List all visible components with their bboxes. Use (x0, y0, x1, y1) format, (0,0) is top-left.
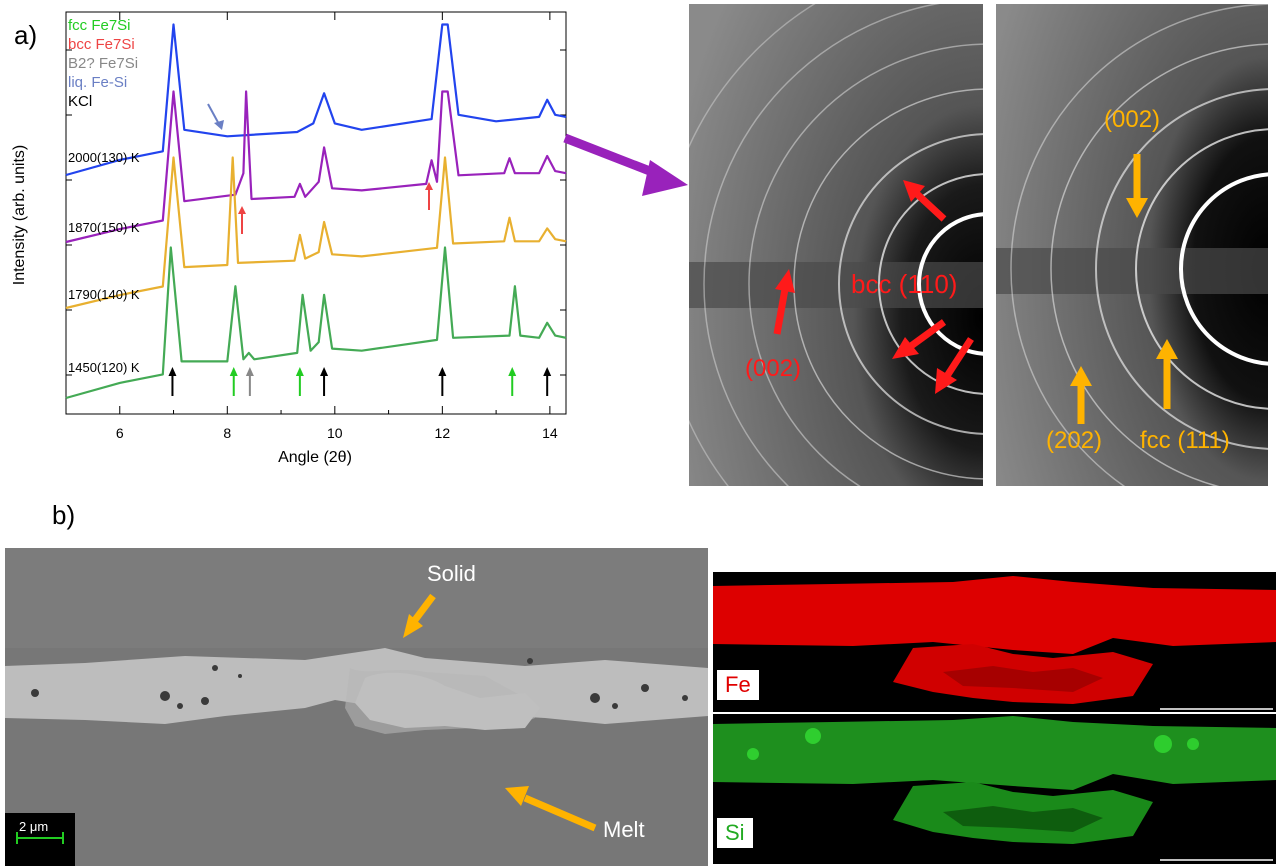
reflection-marker-head-2 (245, 367, 254, 376)
purple-pointer-arrow (563, 133, 662, 180)
reflection-marker-head-6 (508, 367, 517, 376)
x-tick-label-1: 8 (223, 425, 231, 441)
sem-solid-label: Solid (427, 561, 476, 586)
fcc-002-label: (002) (1104, 106, 1160, 133)
series-label-3: 1450(120) K (68, 360, 140, 375)
reflection-marker-head-4 (320, 367, 329, 376)
sem-image: 2 μm Solid Melt (5, 548, 708, 866)
legend-item-2: B2? Fe7Si (68, 55, 138, 72)
series-label-1: 1870(150) K (68, 220, 140, 235)
panel-b-label: b) (52, 500, 76, 530)
reflection-marker-head-1 (229, 367, 238, 376)
series-line-1 (65, 90, 567, 244)
x-tick-label-3: 12 (435, 425, 451, 441)
series-label-2: 1790(140) K (68, 287, 140, 302)
bcc-peak-arrowhead-2 (425, 182, 433, 190)
legend-item-3: liq. Fe-Si (68, 74, 127, 91)
bcc-peak-arrowhead-1 (238, 206, 246, 214)
diffraction-image-fcc: (002) (202) fcc (111) (996, 4, 1268, 486)
fcc-111-label: fcc (111) (1140, 427, 1230, 454)
chart-ylabel: Intensity (arb. units) (11, 145, 28, 286)
chart-series-labels: 2000(130) K 1870(150) K 1790(140) K 1450(12… (68, 150, 140, 375)
chart-xlabel: Angle (2θ) (278, 449, 352, 466)
diffraction-image-bcc: bcc (110) (002) (689, 4, 983, 486)
bcc-002-label: (002) (745, 355, 801, 382)
purple-pointer-arrowhead (642, 160, 688, 196)
sem-scale-bar-label: 2 μm (19, 819, 48, 834)
chart-reflection-markers (168, 367, 552, 396)
series-line-0 (65, 23, 567, 177)
reflection-marker-head-5 (438, 367, 447, 376)
chart-annotations (207, 103, 433, 234)
x-tick-label-4: 14 (542, 425, 558, 441)
reflection-marker-head-3 (295, 367, 304, 376)
sem-melt-label: Melt (603, 817, 645, 842)
series-line-3 (65, 246, 567, 400)
series-label-0: 2000(130) K (68, 150, 140, 165)
series-line-2 (65, 156, 567, 310)
fcc-202-label: (202) (1046, 427, 1102, 454)
legend-item-0: fcc Fe7Si (68, 17, 131, 34)
x-tick-label-2: 10 (327, 425, 343, 441)
reflection-marker-head-7 (543, 367, 552, 376)
legend-item-4: KCl (68, 93, 92, 110)
bcc-110-label: bcc (110) (851, 269, 957, 299)
legend-item-1: bcc Fe7Si (68, 36, 135, 53)
si-map-label: Si (717, 818, 753, 848)
chart-series (65, 23, 567, 400)
x-tick-label-0: 6 (116, 425, 124, 441)
chart-legend: fcc Fe7Si bcc Fe7Si B2? Fe7Si liq. Fe-Si KCl (68, 17, 138, 110)
reflection-marker-head-0 (168, 367, 177, 376)
fe-map-label: Fe (717, 670, 759, 700)
xrd-chart: 6 8 10 12 14 Intensity (arb. units) Angle (2… (11, 11, 688, 466)
chart-plot-frame (65, 11, 567, 415)
fe-map (713, 572, 1276, 712)
panel-a-label: a) (14, 20, 38, 50)
chart-ticks: 6 8 10 12 14 (65, 12, 566, 441)
liquid-hump-arrowhead (214, 120, 224, 130)
si-map (713, 714, 1276, 864)
